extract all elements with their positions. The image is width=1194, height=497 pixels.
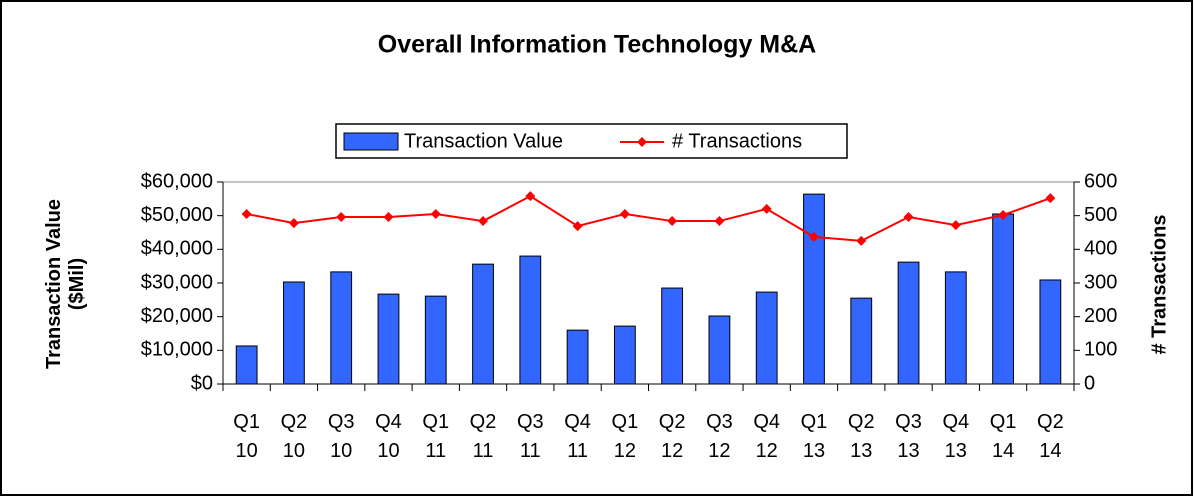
x-tick-label: Q4 13 [942,411,970,462]
x-tick-label: Q3 10 [327,411,355,462]
line-marker [288,218,299,229]
line-marker [241,208,252,219]
bar [472,263,494,385]
y2-tick-label: 400 [1084,238,1117,260]
bar [850,297,873,385]
y2-tick-label: 100 [1084,339,1117,361]
line-marker [761,203,772,214]
legend-label: # Transactions [672,130,802,152]
y-tick-label: $60,000 [141,170,213,192]
legend-label: Transaction Value [404,130,563,152]
line-marker [572,221,583,232]
line-marker [525,191,536,202]
bar [661,287,684,385]
x-tick-label: Q1 11 [422,411,450,462]
x-tick-label: Q3 12 [706,411,733,462]
x-tick-label: Q4 10 [375,411,402,462]
bar [1039,279,1062,385]
line-marker [950,220,961,231]
chart-title: Overall Information Technology M&A [378,31,816,59]
line-marker [430,208,441,219]
line-marker [383,212,394,223]
line-marker [478,216,489,227]
y-tick-label: $0 [191,372,213,394]
bar [424,295,447,385]
bar [992,213,1014,385]
bar [377,293,400,385]
line-marker [856,235,867,246]
x-tick-label: Q2 11 [469,411,497,462]
bar [944,271,967,385]
y-axis-title: Transaction Value ($Mil) [43,198,88,370]
bar [519,255,542,385]
y2-tick-label: 200 [1084,305,1117,327]
y-tick-label: $10,000 [141,339,213,361]
y2-tick-label: 300 [1084,271,1117,293]
x-tick-label: Q1 13 [800,411,828,462]
x-tick-label: Q3 11 [516,411,544,462]
bar [330,271,353,385]
bar [613,325,636,385]
y-tick-label: $20,000 [141,305,213,327]
line-marker [336,212,347,223]
x-tick-label: Q2 10 [280,411,308,462]
bar [708,315,731,385]
y-tick-label: $30,000 [141,271,213,293]
bar [803,193,825,385]
x-tick-label: Q1 14 [989,411,1017,462]
y-tick-label: $40,000 [141,238,213,260]
x-tick-label: Q2 12 [658,411,686,462]
line-marker [1045,193,1056,204]
line-series [246,194,1051,242]
bar [755,291,778,385]
x-tick-label: Q1 12 [611,411,639,462]
x-tick-label: Q4 11 [564,411,591,462]
y2-tick-label: 600 [1084,170,1117,192]
line-marker [619,208,630,219]
legend-marker [637,137,647,147]
x-tick-label: Q3 13 [895,411,922,462]
line-marker [714,216,725,227]
y-tick-label: $50,000 [141,204,213,226]
bar [897,261,920,385]
x-tick-label: Q2 14 [1037,411,1064,462]
x-tick-label: Q2 13 [847,411,875,462]
bar [566,329,589,385]
line-marker [903,212,914,223]
bar [283,281,305,385]
y2-tick-label: 500 [1084,204,1117,226]
legend-box [335,123,848,159]
bar [235,345,258,385]
x-tick-label: Q1 10 [233,411,260,462]
y2-tick-label: 0 [1084,372,1095,394]
legend-swatch [343,132,399,151]
line-marker [667,216,678,227]
line-marker [808,231,819,242]
y2-axis-title: # Transactions [1148,214,1171,355]
x-tick-label: Q4 12 [753,411,781,462]
line-marker [998,209,1009,220]
